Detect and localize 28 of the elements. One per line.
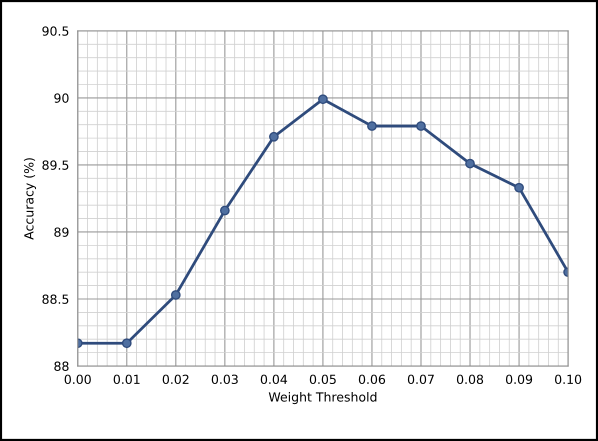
x-tick-label: 0.06 — [358, 374, 386, 384]
point — [416, 121, 426, 131]
point — [367, 121, 377, 131]
x-tick-label: 0.07 — [408, 374, 434, 384]
x-tick-label: 0.05 — [310, 374, 336, 384]
point — [514, 182, 524, 193]
y-tick-label: 90 — [54, 93, 69, 103]
x-axis-title: Weight Threshold — [268, 392, 376, 404]
y-tick-label: 90.5 — [42, 26, 68, 36]
point — [465, 158, 475, 168]
x-tick-label: 0.08 — [456, 374, 484, 384]
x-tick-label: 0.02 — [162, 374, 188, 384]
x-tick-label: 0.01 — [114, 374, 140, 384]
point — [318, 94, 328, 104]
y-tick-label: 89.5 — [42, 160, 68, 170]
x-tick-label: 0.00 — [64, 374, 91, 384]
y-axis-title: Accuracy (%) — [24, 158, 36, 240]
x-tick-label: 0.10 — [555, 374, 582, 384]
x-tick-label: 0.04 — [260, 374, 288, 384]
x-tick-label: 0.03 — [212, 374, 238, 384]
point — [269, 132, 279, 142]
y-tick-label: 89 — [54, 227, 69, 237]
point — [122, 338, 132, 348]
x-tick-label: 0.09 — [506, 374, 532, 384]
point — [220, 206, 230, 216]
y-tick-label: 88 — [54, 362, 69, 371]
point — [170, 290, 181, 300]
y-tick-label: 88.5 — [42, 294, 68, 304]
